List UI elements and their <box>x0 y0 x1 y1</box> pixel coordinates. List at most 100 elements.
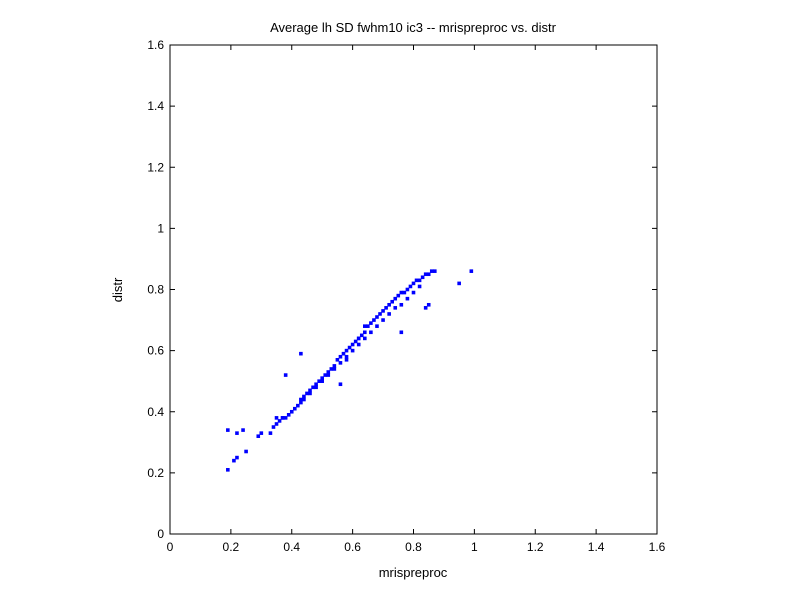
scatter-point <box>363 330 367 335</box>
scatter-point <box>302 394 306 399</box>
scatter-point <box>399 290 404 295</box>
scatter-point <box>326 370 331 374</box>
scatter-point <box>338 382 343 387</box>
scatter-point <box>405 296 410 301</box>
scatter-point <box>299 397 303 402</box>
scatter-point <box>356 342 361 347</box>
scatter-point <box>344 354 349 359</box>
scatter-point <box>338 354 343 359</box>
scatter-point <box>429 269 434 273</box>
plot-frame <box>169 44 658 535</box>
scatter-point <box>280 416 285 420</box>
scatter-point <box>226 428 230 432</box>
scatter-point <box>408 284 413 289</box>
scatter-point <box>420 275 425 280</box>
scatter-point <box>411 290 416 295</box>
scatter-point <box>369 330 373 335</box>
scatter-point <box>359 333 364 338</box>
scatter-point <box>259 431 264 435</box>
scatter-point <box>274 416 279 420</box>
scatter-point <box>426 302 431 307</box>
scatter-point <box>353 339 358 344</box>
scatter-point <box>244 449 248 454</box>
scatter-point <box>381 318 385 322</box>
y-tick-label: 1 <box>157 221 164 235</box>
scatter-point <box>332 364 337 368</box>
scatter-point <box>393 296 398 301</box>
y-tick-label: 0.8 <box>147 283 164 297</box>
chart-title: Average lh SD fwhm10 ic3 -- mrispreproc … <box>270 20 557 35</box>
scatter-point <box>271 425 276 429</box>
scatter-point <box>338 361 343 365</box>
scatter-point <box>414 278 419 283</box>
scatter-point <box>241 428 245 432</box>
y-axis-label: distr <box>110 277 125 302</box>
x-tick-label: 1.6 <box>649 540 666 554</box>
x-axis-label: mrispreproc <box>379 565 448 580</box>
scatter-point <box>308 391 312 396</box>
x-tick-label: 0.8 <box>405 540 422 554</box>
scatter-point <box>256 434 261 438</box>
scatter-point <box>268 431 273 435</box>
x-tick-label: 0.2 <box>223 540 240 554</box>
scatter-point <box>366 324 370 328</box>
x-tick-label: 0.6 <box>344 540 361 554</box>
scatter-point <box>423 272 428 277</box>
scatter-point <box>396 293 401 298</box>
scatter-point <box>296 403 300 408</box>
scatter-point <box>378 312 382 316</box>
scatter-point <box>344 357 349 362</box>
scatter-point <box>405 287 410 292</box>
scatter-point <box>299 400 303 405</box>
scatter-point <box>235 431 239 435</box>
scatter-point <box>323 373 328 377</box>
scatter-point <box>232 458 236 463</box>
scatter-point <box>417 284 422 289</box>
x-tick-label: 0.4 <box>283 540 300 554</box>
y-tick-label: 0.6 <box>147 344 164 358</box>
scatter-point <box>381 309 385 313</box>
scatter-point <box>393 306 398 310</box>
scatter-point <box>417 278 422 283</box>
scatter-point <box>332 367 337 371</box>
scatter-point <box>399 330 404 335</box>
scatter-point <box>317 379 321 383</box>
scatter-point <box>274 422 279 426</box>
scatter-point <box>369 321 373 325</box>
scatter-point <box>402 290 407 295</box>
x-tick-label: 1.4 <box>588 540 605 554</box>
scatter-point <box>375 324 379 328</box>
scatter-point <box>326 373 331 377</box>
scatter-point <box>399 302 404 307</box>
scatter-point <box>390 299 394 304</box>
scatter-point <box>308 388 312 393</box>
scatter-point <box>344 348 349 353</box>
scatter-point <box>387 302 391 307</box>
scatter-point <box>277 419 282 423</box>
scatter-point <box>457 281 461 286</box>
scatter-point <box>372 318 376 322</box>
y-tick-label: 1.4 <box>147 99 164 113</box>
x-tick-label: 0 <box>167 540 174 554</box>
scatter-point <box>305 391 309 396</box>
scatter-point <box>329 367 334 371</box>
scatter-point <box>226 468 230 472</box>
scatter-point <box>426 272 431 277</box>
y-tick-label: 0 <box>157 527 164 541</box>
y-tick-label: 0.2 <box>147 466 164 480</box>
scatter-point <box>286 413 291 417</box>
y-tick-label: 1.6 <box>147 38 164 52</box>
y-tick-label: 1.2 <box>147 160 164 174</box>
scatter-point <box>289 409 294 414</box>
x-tick-label: 1.2 <box>527 540 544 554</box>
scatter-point <box>363 336 367 341</box>
scatter-point <box>302 397 306 402</box>
scatter-point <box>335 357 340 362</box>
scatter-point <box>314 385 318 390</box>
scatter-point <box>299 351 303 356</box>
scatter-point <box>283 416 288 420</box>
scatter-point <box>387 312 391 316</box>
scatter-point <box>469 269 474 273</box>
scatter-point <box>320 379 324 383</box>
